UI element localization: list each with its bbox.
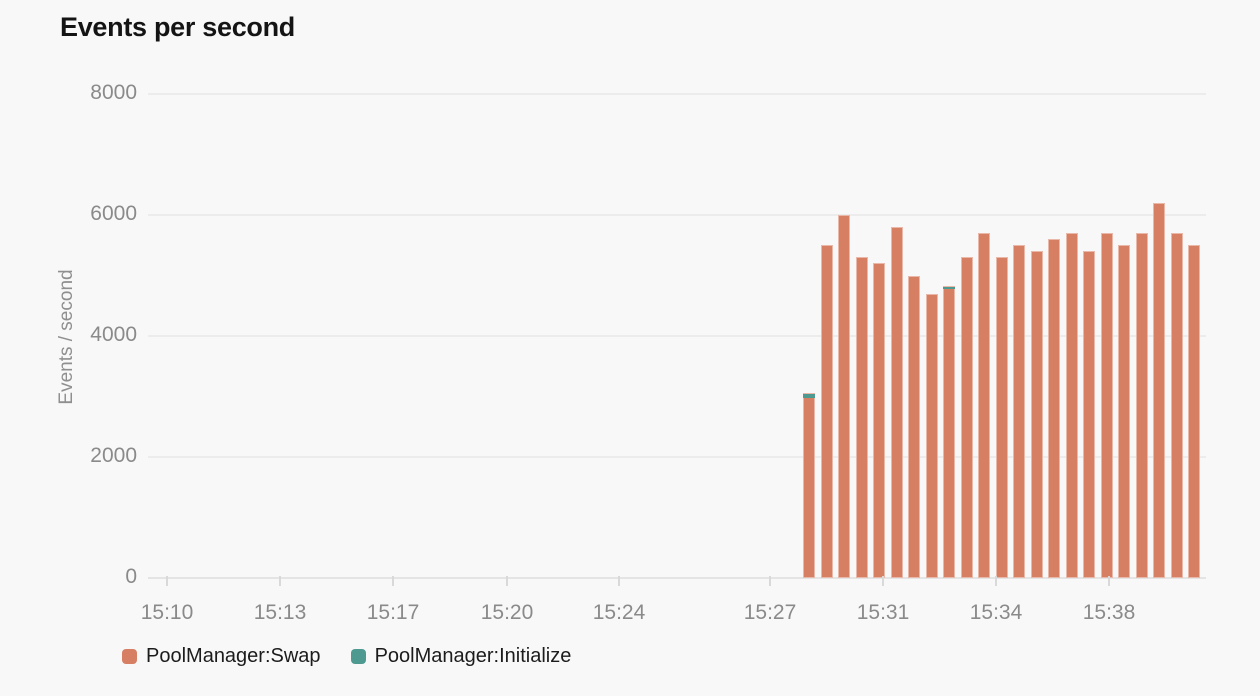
gridline <box>148 335 1206 337</box>
x-tick-label: 15:27 <box>743 601 797 624</box>
x-axis-tick <box>995 576 997 586</box>
bar-poolmanager-swap[interactable] <box>1065 233 1078 578</box>
bar-poolmanager-swap[interactable] <box>1188 245 1200 578</box>
legend-label-swap: PoolManager:Swap <box>146 645 321 667</box>
x-tick-label: 15:13 <box>253 601 307 624</box>
bar-poolmanager-swap[interactable] <box>820 245 833 578</box>
x-axis-tick <box>769 576 771 586</box>
initialize-series-swatch-icon <box>350 649 366 664</box>
x-tick-label: 15:31 <box>856 601 910 624</box>
y-tick-label: 6000 <box>90 202 137 225</box>
x-axis-line <box>148 577 1206 579</box>
legend-item-poolmanager-initialize[interactable]: PoolManager:Initialize <box>350 645 572 668</box>
bar-poolmanager-swap[interactable] <box>1170 233 1183 578</box>
gridline <box>148 93 1206 95</box>
bar-poolmanager-swap[interactable] <box>1048 239 1060 578</box>
legend-item-poolmanager-swap[interactable]: PoolManager:Swap <box>122 645 321 668</box>
x-axis-tick <box>506 576 508 586</box>
bar-poolmanager-swap[interactable] <box>1118 245 1130 578</box>
bar-poolmanager-swap[interactable] <box>1013 245 1025 578</box>
gridline <box>148 214 1206 216</box>
bar-poolmanager-swap[interactable] <box>890 227 903 578</box>
x-tick-label: 15:17 <box>366 601 420 624</box>
bar-poolmanager-swap[interactable] <box>925 293 938 578</box>
x-tick-label: 15:34 <box>969 601 1023 624</box>
gridline <box>148 456 1206 458</box>
legend: PoolManager:Swap PoolManager:Initialize <box>122 645 571 668</box>
bar-poolmanager-swap[interactable] <box>803 393 815 578</box>
bar-poolmanager-swap[interactable] <box>1135 233 1148 578</box>
x-tick-label: 15:38 <box>1082 601 1136 624</box>
bar-poolmanager-swap[interactable] <box>943 286 955 578</box>
bar-poolmanager-swap[interactable] <box>908 275 920 578</box>
x-tick-label: 15:24 <box>592 601 646 624</box>
x-tick-label: 15:20 <box>480 601 534 624</box>
bar-poolmanager-swap[interactable] <box>1100 233 1113 578</box>
x-axis-tick <box>1108 576 1110 586</box>
y-tick-label: 2000 <box>90 444 137 467</box>
x-axis-tick <box>166 576 168 586</box>
bar-poolmanager-swap[interactable] <box>995 257 1008 578</box>
bar-poolmanager-swap[interactable] <box>855 257 868 578</box>
bar-segment-poolmanager-initialize[interactable] <box>803 394 815 398</box>
chart-title: Events per second <box>60 12 295 42</box>
plot-area <box>148 93 1206 579</box>
y-tick-label: 0 <box>125 565 137 588</box>
bar-poolmanager-swap[interactable] <box>1153 202 1165 578</box>
swap-series-swatch-icon <box>122 649 137 664</box>
bar-poolmanager-swap[interactable] <box>838 215 850 578</box>
x-axis-tick <box>392 576 394 586</box>
x-axis-tick <box>882 576 884 586</box>
bar-poolmanager-swap[interactable] <box>873 263 885 578</box>
x-axis-tick <box>279 576 281 586</box>
y-tick-label: 8000 <box>90 81 137 104</box>
bar-poolmanager-swap[interactable] <box>960 257 973 578</box>
x-tick-label: 15:10 <box>140 601 194 624</box>
legend-label-initialize: PoolManager:Initialize <box>374 645 572 667</box>
bar-poolmanager-swap[interactable] <box>1083 251 1095 578</box>
y-tick-label: 4000 <box>90 323 137 346</box>
bar-segment-poolmanager-initialize[interactable] <box>943 287 955 289</box>
bar-poolmanager-swap[interactable] <box>1030 251 1043 578</box>
bar-poolmanager-swap[interactable] <box>978 233 990 578</box>
x-axis-tick <box>618 576 620 586</box>
